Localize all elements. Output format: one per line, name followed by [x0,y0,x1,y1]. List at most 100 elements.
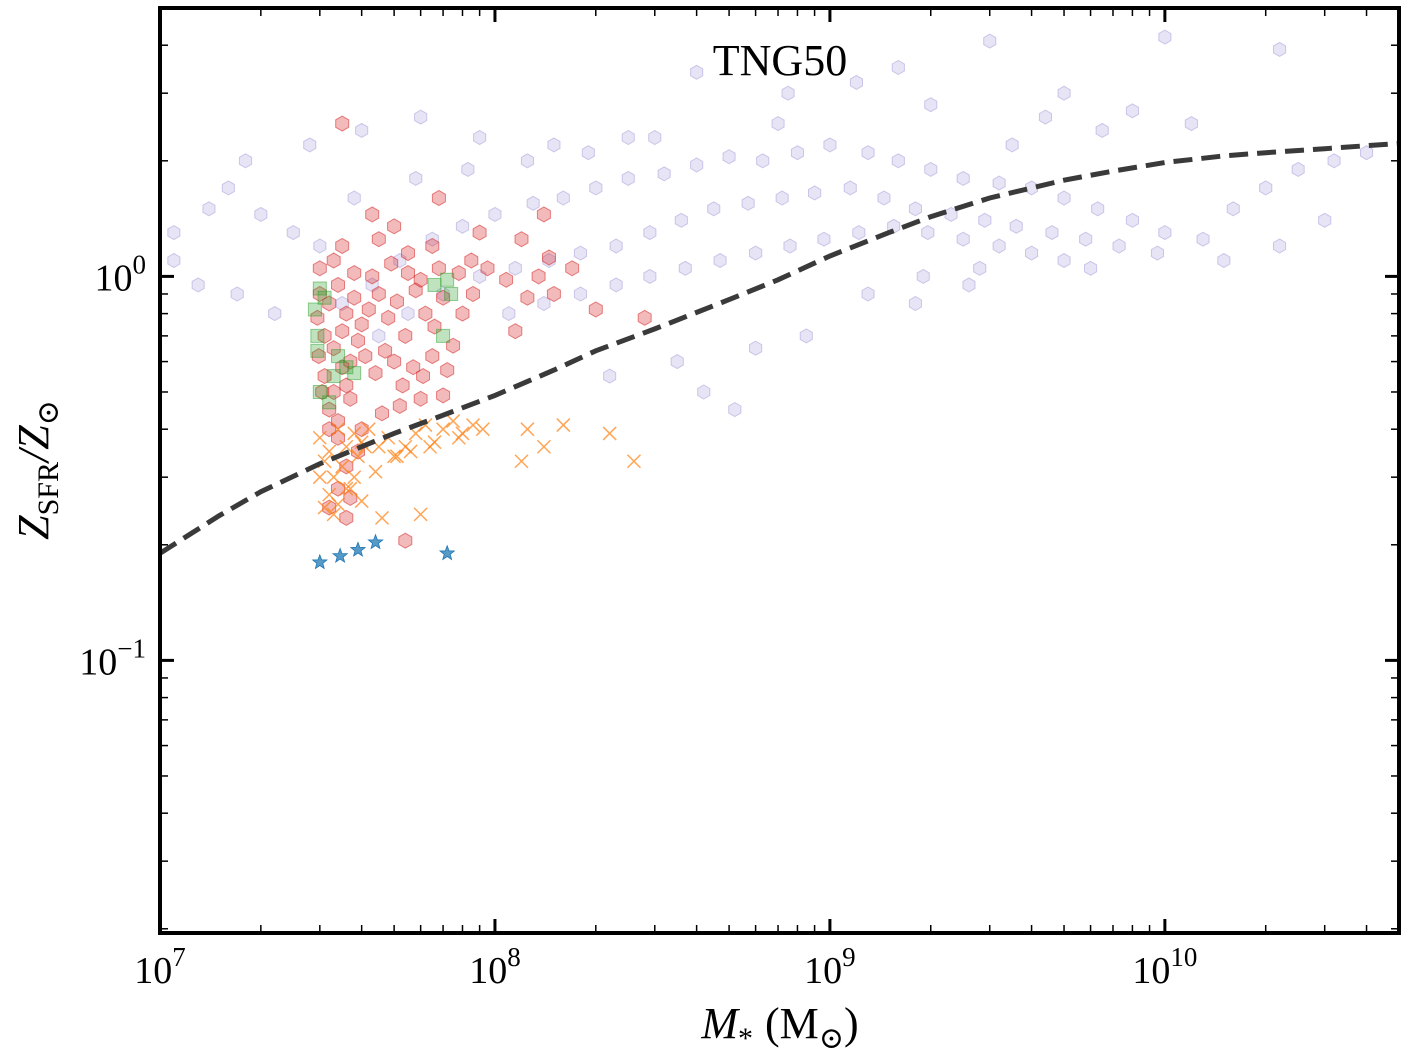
orange-cross-point [475,422,490,437]
red-hexagon-point [531,268,546,285]
hexbin-cell [461,161,475,177]
hexbin-cell [1025,180,1039,196]
red-hexagon-point [392,397,407,414]
hexbin-cell [956,170,970,186]
orange-cross-point [514,454,529,469]
hexbin-cell [1327,153,1341,169]
orange-cross-point [389,449,405,464]
hexbin-cell [603,368,617,384]
hexbin-cell [771,116,785,132]
red-hexagon-point [381,309,396,326]
hexbin-cell [1045,225,1059,241]
hexbin-cell [690,64,704,80]
orange-cross-point [312,430,327,445]
red-hexagon-point [347,289,362,306]
hexbin-cell [643,225,657,241]
hexbin-cell [728,402,742,418]
hexbin-cell [783,238,797,254]
hexbin-cell [167,252,181,269]
red-hexagon-point [398,532,413,549]
hexbin-cell [1125,212,1139,228]
red-hexagon-point [499,271,514,288]
orange-cross-point [347,426,362,441]
red-hexagon-point [339,305,354,322]
green-square-point [331,349,346,364]
hexbin-cell [741,195,755,211]
hexbin-cell [781,85,795,101]
blue-star-point [438,544,456,561]
red-hexagon-point [395,377,410,394]
red-hexagon-point [339,377,354,394]
hexbin-cell [547,137,561,153]
hexbin-cell [852,225,866,241]
red-hexagon-point [331,276,345,293]
red-hexagon-point [326,252,341,269]
orange-cross-point [330,422,346,437]
red-hexagon-point [322,499,337,516]
hexbin-cell [861,145,875,161]
hexbin-cell [221,180,235,196]
red-hexagon-point [536,206,551,223]
green-square-point [440,272,455,287]
hexbin-cell [749,340,763,356]
hexbin-cell [1196,231,1210,247]
hexbin-cell [581,145,595,161]
hexbin-cell [409,170,423,186]
y-tick-label: 10−1 [79,633,146,683]
red-hexagon-point [416,368,430,385]
hexbin-cell [891,59,905,76]
red-hexagon-point [310,309,325,326]
hexbin-cell [286,225,300,241]
hexbin-cell [589,180,603,196]
y-axis-label: ZSFR/Z⊙ [9,400,65,540]
red-hexagon-point [466,285,480,303]
orange-cross-point [347,470,362,485]
red-hexagon-point [406,359,421,376]
hexbin-cell [508,260,522,276]
x-tick-label: 107 [134,942,186,992]
hexbin-cell [916,268,930,284]
hexbin-cell [313,238,327,254]
red-hexagon-point [351,332,365,349]
green-square-point [307,302,322,317]
x-tick-label: 109 [804,942,856,992]
red-hexagon-point [375,405,389,422]
red-hexagon-point [331,480,345,497]
orange-cross-point [354,494,369,509]
hexbin-cell [1112,238,1126,254]
hexbin-cell [697,384,711,400]
red-hexagon-point [425,348,440,365]
orange-cross-point [520,422,535,437]
hexbin-cell [473,129,487,146]
hexbin-cell [1057,85,1071,101]
green-square-point [312,281,327,296]
red-hexagon-point [311,348,326,365]
red-hexagon-point [343,353,358,370]
green-square-point [322,395,337,410]
orange-cross-point [436,422,451,437]
orange-cross-point [387,449,402,464]
green-square-point [347,366,362,381]
hexbin-cell [924,161,938,177]
hexbin-cell [956,231,970,247]
green-square-point [326,369,341,384]
hexbin-cell [690,157,704,173]
hexbin-cell [643,268,657,284]
red-hexagon-point [390,293,404,310]
orange-cross-point [361,422,376,437]
hexbin-cell [921,225,935,241]
hexbin-cell [526,195,540,211]
orange-cross-point [413,507,428,522]
red-hexagon-point [312,260,327,277]
red-hexagon-point [431,189,446,207]
red-hexagon-point [335,237,350,255]
red-hexagon-point [365,268,380,285]
orange-cross-point [312,470,327,485]
red-hexagon-point [365,206,380,223]
red-hexagon-point [339,458,354,475]
red-hexagon-point [317,368,332,385]
hexbin-cell [722,149,736,165]
red-hexagon-point [464,252,479,269]
green-square-point [310,328,325,343]
orange-cross-point [326,507,341,522]
